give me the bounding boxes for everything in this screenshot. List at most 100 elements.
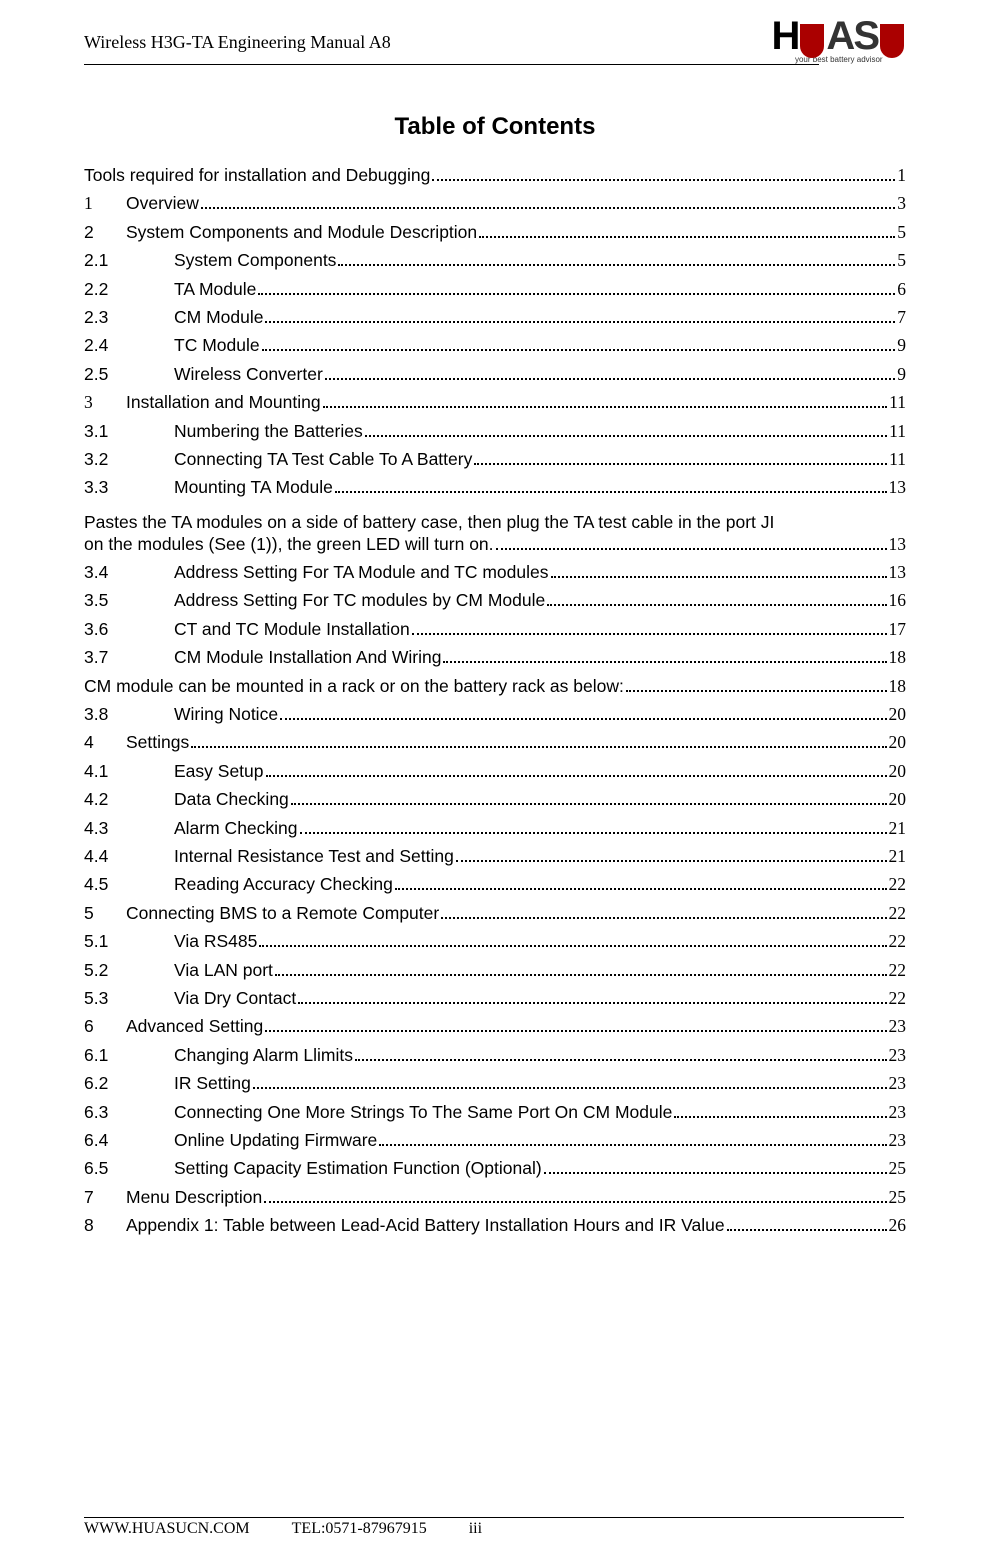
toc-page-number: 22: [889, 876, 907, 894]
toc-entry: 5.1Via RS48522: [84, 933, 906, 951]
logo-letter: A: [826, 14, 853, 59]
toc-number: 6.2: [84, 1075, 174, 1093]
toc-page-number: 23: [889, 1075, 907, 1093]
toc-page-number: 25: [889, 1160, 907, 1178]
toc-entry: 4.3Alarm Checking21: [84, 820, 906, 838]
toc-label: on the modules (See (1)), the green LED …: [84, 536, 494, 554]
logo-letter: H: [772, 14, 799, 59]
toc-entry: 4Settings20: [84, 734, 906, 752]
toc-entry: 8Appendix 1: Table between Lead-Acid Bat…: [84, 1217, 906, 1235]
toc-label: Wireless Converter: [174, 366, 323, 384]
toc-page-number: 3: [897, 195, 906, 213]
toc-leader-dots: [265, 1030, 886, 1032]
toc-leader-dots: [365, 435, 887, 437]
toc-number: 3.1: [84, 423, 174, 441]
toc-label: Address Setting For TC modules by CM Mod…: [174, 592, 545, 610]
footer-page-number: iii: [469, 1520, 482, 1538]
toc-label: System Components and Module Description: [126, 224, 477, 242]
toc-leader-dots: [674, 1116, 886, 1118]
toc-label: Online Updating Firmware: [174, 1132, 377, 1150]
toc-page-number: 22: [889, 905, 907, 923]
toc-page-number: 21: [889, 820, 907, 838]
toc-number: 1: [84, 195, 126, 213]
toc-page-number: 5: [897, 224, 906, 242]
toc-page-number: 9: [897, 366, 906, 384]
page-header: Wireless H3G-TA Engineering Manual A8 H …: [84, 20, 906, 53]
toc-label: CM module can be mounted in a rack or on…: [84, 678, 624, 696]
toc-entry: 3.2Connecting TA Test Cable To A Battery…: [84, 451, 906, 469]
toc-entry: 4.2Data Checking20: [84, 791, 906, 809]
toc-leader-dots: [335, 491, 887, 493]
toc-entry: 2.5Wireless Converter 9: [84, 366, 906, 384]
toc-leader-dots: [265, 321, 895, 323]
toc-leader-dots: [291, 803, 887, 805]
toc-leader-dots: [432, 179, 895, 181]
toc-number: 4: [84, 734, 126, 752]
header-divider: [84, 64, 819, 65]
toc-entry: 6.2IR Setting 23: [84, 1075, 906, 1093]
toc-number: 4.4: [84, 848, 174, 866]
toc-label: Overview: [126, 195, 199, 213]
toc-number: 3.5: [84, 592, 174, 610]
toc-number: 4.3: [84, 820, 174, 838]
toc-label: Via RS485: [174, 933, 257, 951]
toc-entry: Pastes the TA modules on a side of batte…: [84, 508, 906, 554]
toc-page-number: 20: [889, 791, 907, 809]
toc-number: 5.3: [84, 990, 174, 1008]
toc-leader-dots: [379, 1144, 886, 1146]
toc-number: 6.3: [84, 1104, 174, 1122]
toc-number: 2.1: [84, 252, 174, 270]
toc-entry: 2.2TA Module6: [84, 281, 906, 299]
toc-leader-dots: [262, 349, 896, 351]
toc-page-number: 11: [889, 451, 906, 469]
toc-page-number: 25: [889, 1189, 907, 1207]
toc-label: IR Setting: [174, 1075, 251, 1093]
toc-label: Via LAN port: [174, 962, 273, 980]
toc-number: 3: [84, 394, 126, 412]
toc-number: 3.7: [84, 649, 174, 667]
toc-page-number: 5: [897, 252, 906, 270]
toc-label: Numbering the Batteries: [174, 423, 363, 441]
page-footer: WWW.HUASUCN.COM TEL:0571-87967915 iii: [84, 1517, 904, 1538]
logo-main: H A S: [772, 14, 906, 59]
toc-leader-dots: [258, 293, 895, 295]
toc-number: 2.5: [84, 366, 174, 384]
toc-leader-dots: [338, 264, 895, 266]
toc-entry: 3.1Numbering the Batteries11: [84, 423, 906, 441]
toc-page-number: 6: [897, 281, 906, 299]
toc-number: 3.8: [84, 706, 174, 724]
toc-page-number: 7: [897, 309, 906, 327]
toc-leader-dots: [395, 888, 887, 890]
toc-label: CT and TC Module Installation: [174, 621, 410, 639]
toc-entry: 3.8Wiring Notice20: [84, 706, 906, 724]
toc-page-number: 18: [889, 678, 907, 696]
toc-leader-dots: [547, 604, 886, 606]
toc-number: 2.3: [84, 309, 174, 327]
toc-entry: 3.6CT and TC Module Installation17: [84, 621, 906, 639]
toc-label: CM Module: [174, 309, 263, 327]
toc-label: Settings: [126, 734, 189, 752]
toc-leader-dots: [253, 1087, 887, 1089]
toc-number: 6: [84, 1018, 126, 1036]
toc-label: Changing Alarm Llimits: [174, 1047, 353, 1065]
toc-page-number: 22: [889, 933, 907, 951]
footer-telephone: TEL:0571-87967915: [292, 1520, 427, 1538]
toc-leader-dots: [626, 690, 887, 692]
toc-page-number: 1: [897, 167, 906, 185]
toc-label: TA Module: [174, 281, 256, 299]
toc-leader-dots: [266, 775, 887, 777]
toc-entry: 3.4Address Setting For TA Module and TC …: [84, 564, 906, 582]
toc-page-number: 20: [889, 763, 907, 781]
toc-entry: 5.3Via Dry Contact22: [84, 990, 906, 1008]
toc-leader-dots: [727, 1229, 887, 1231]
toc-entry: 4.4Internal Resistance Test and Setting2…: [84, 848, 906, 866]
toc-page-number: 18: [889, 649, 907, 667]
toc-page-number: 23: [889, 1132, 907, 1150]
toc-leader-dots: [441, 917, 886, 919]
toc-number: 7: [84, 1189, 126, 1207]
toc-page-number: 13: [889, 536, 907, 554]
logo-u-icon: [800, 24, 824, 58]
toc-leader-dots: [551, 576, 887, 578]
toc-entry: 2System Components and Module Descriptio…: [84, 224, 906, 242]
toc-label: Menu Description: [126, 1189, 262, 1207]
